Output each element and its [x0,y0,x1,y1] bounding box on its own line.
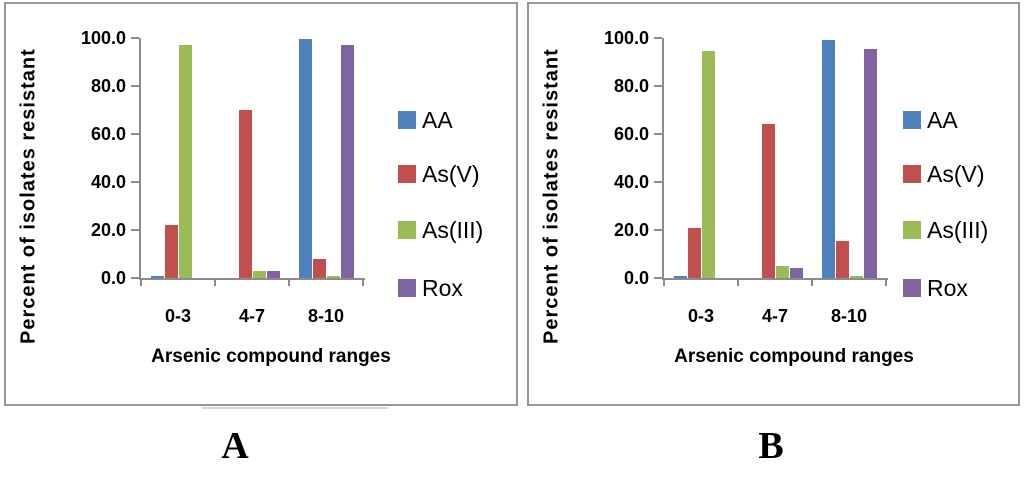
bar-aa-8-10 [822,40,835,278]
y-axis-title: Percent of isolates resistant [540,48,563,344]
y-axis-title: Percent of isolates resistant [17,48,40,344]
legend-swatch-icon [903,279,921,297]
x-tick-label: 0-3 [687,306,714,326]
bar-asiii-4-7 [253,270,266,278]
y-tick-label: 60.0 [90,124,126,144]
bar-asv-4-7 [762,124,775,278]
border-artifact [202,407,388,409]
y-tick-label: 40.0 [613,172,649,192]
legend-swatch-icon [903,111,921,129]
bar-asv-0-3 [688,227,701,278]
caption-b: B [758,425,784,467]
legend-label: Rox [422,275,463,301]
y-tick-label: 80.0 [90,76,126,96]
x-axis-line [662,278,888,280]
y-tick-mark [654,133,662,135]
y-tick-mark [654,37,662,39]
legend-label: Rox [927,275,968,301]
bar-rox-4-7 [267,270,280,278]
legend-item-rox: Rox [903,276,968,300]
bar-asiii-8-10 [327,275,340,278]
bar-rox-8-10 [864,48,877,278]
x-tick-mark [362,280,364,286]
chart-panel-b: Percent of isolates resistant Arsenic co… [527,2,1020,406]
y-tick-mark [131,181,139,183]
legend-item-asiii: As(III) [398,218,483,242]
y-tick-label: 80.0 [613,76,649,96]
x-tick-mark [885,280,887,286]
bar-rox-8-10 [341,45,354,278]
y-tick-mark [131,37,139,39]
y-tick-label: 100.0 [80,28,126,48]
x-tick-mark [214,280,216,286]
x-axis-line [139,278,365,280]
y-tick-mark [131,229,139,231]
x-tick-label: 4-7 [761,306,788,326]
y-tick-mark [131,85,139,87]
x-tick-mark [288,280,290,286]
bar-asiii-4-7 [776,266,789,278]
y-tick-mark [654,181,662,183]
legend-label: As(V) [927,161,985,187]
legend-item-aa: AA [398,108,453,132]
bar-asiii-8-10 [850,275,863,278]
x-tick-label: 8-10 [307,306,345,326]
y-tick-label: 60.0 [613,124,649,144]
legend-item-rox: Rox [398,276,463,300]
bar-asv-8-10 [313,258,326,278]
caption-a: A [221,425,249,467]
legend-swatch-icon [398,279,416,297]
chart-panel-a: Percent of isolates resistant Arsenic co… [4,2,518,406]
bar-asv-0-3 [165,225,178,278]
bar-asiii-0-3 [179,45,192,278]
y-tick-label: 100.0 [603,28,649,48]
x-tick-mark [737,280,739,286]
y-tick-label: 0.0 [623,268,649,288]
legend-item-asv: As(V) [903,162,985,186]
y-tick-mark [654,85,662,87]
x-tick-mark [663,280,665,286]
legend-label: AA [422,107,453,133]
x-axis-title: Arsenic compound ranges [674,346,914,367]
legend-item-asv: As(V) [398,162,480,186]
bar-aa-0-3 [674,275,687,278]
legend-label: As(V) [422,161,480,187]
y-tick-mark [654,277,662,279]
y-tick-mark [131,277,139,279]
x-tick-label: 0-3 [164,306,191,326]
bar-aa-8-10 [299,39,312,278]
y-tick-label: 20.0 [613,220,649,240]
y-tick-label: 0.0 [100,268,126,288]
legend-swatch-icon [398,165,416,183]
legend-item-aa: AA [903,108,958,132]
y-tick-label: 20.0 [90,220,126,240]
x-axis-title: Arsenic compound ranges [151,346,391,367]
y-axis-line [662,38,664,278]
legend-item-asiii: As(III) [903,218,988,242]
bar-aa-0-3 [151,275,164,278]
y-tick-label: 40.0 [90,172,126,192]
y-tick-mark [131,133,139,135]
bar-asv-8-10 [836,240,849,278]
legend-swatch-icon [903,221,921,239]
bar-asv-4-7 [239,110,252,278]
bar-rox-4-7 [790,268,803,278]
bar-asiii-0-3 [702,51,715,278]
legend-label: AA [927,107,958,133]
x-tick-label: 4-7 [238,306,265,326]
legend-swatch-icon [398,111,416,129]
legend-label: As(III) [422,217,484,243]
x-tick-mark [140,280,142,286]
x-tick-mark [811,280,813,286]
x-tick-label: 8-10 [830,306,868,326]
legend-swatch-icon [903,165,921,183]
y-tick-mark [654,229,662,231]
y-axis-line [139,38,141,278]
legend-label: As(III) [927,217,989,243]
legend-swatch-icon [398,221,416,239]
